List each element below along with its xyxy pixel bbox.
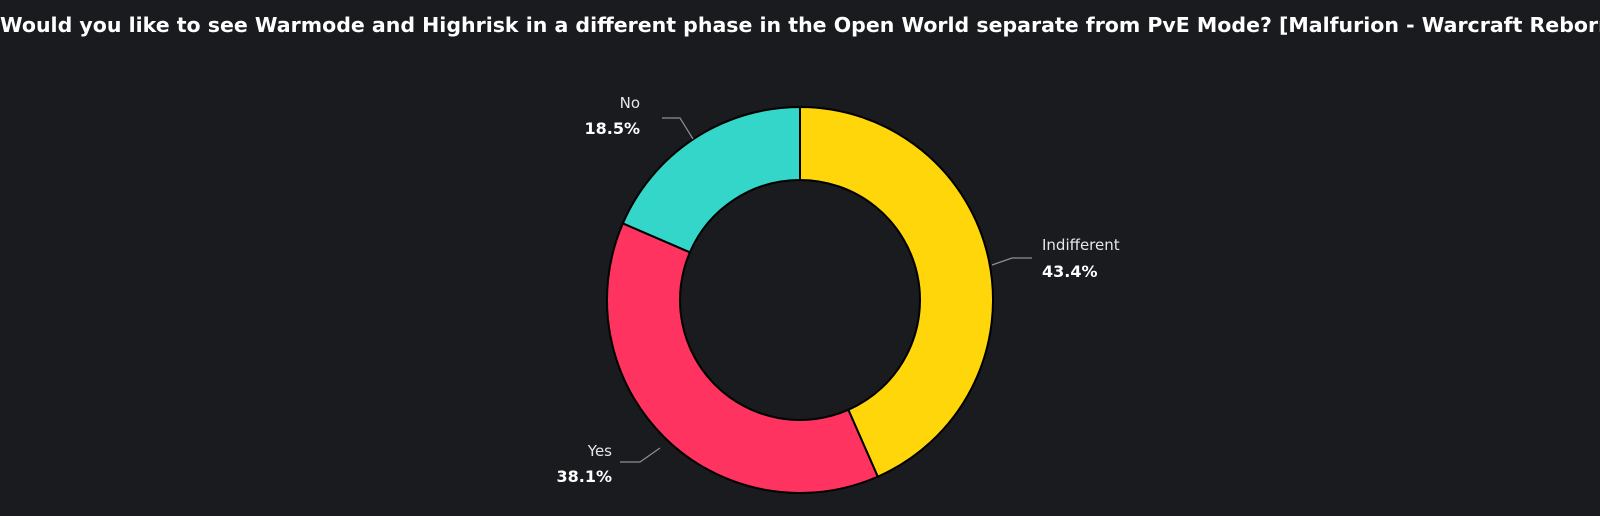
slice-value-yes: 38.1% bbox=[556, 467, 612, 486]
slice-label-no: No bbox=[620, 94, 640, 112]
slice-label-yes: Yes bbox=[587, 442, 612, 460]
slice-label-indifferent: Indifferent bbox=[1042, 236, 1120, 254]
slice-no[interactable] bbox=[621, 105, 801, 254]
leader-line-yes bbox=[620, 447, 661, 463]
slice-yes[interactable] bbox=[606, 222, 880, 494]
slice-value-no: 18.5% bbox=[584, 119, 640, 138]
leader-line-indifferent bbox=[991, 257, 1032, 266]
slice-indifferent[interactable] bbox=[799, 105, 994, 478]
slices-layer bbox=[606, 105, 994, 494]
leader-line-no bbox=[662, 117, 694, 140]
chart-title: Would you like to see Warmode and Highri… bbox=[0, 13, 1600, 37]
labels-layer: Indifferent 43.4% Yes 38.1% No 18.5% bbox=[556, 94, 1119, 486]
slice-value-indifferent: 43.4% bbox=[1042, 262, 1098, 281]
